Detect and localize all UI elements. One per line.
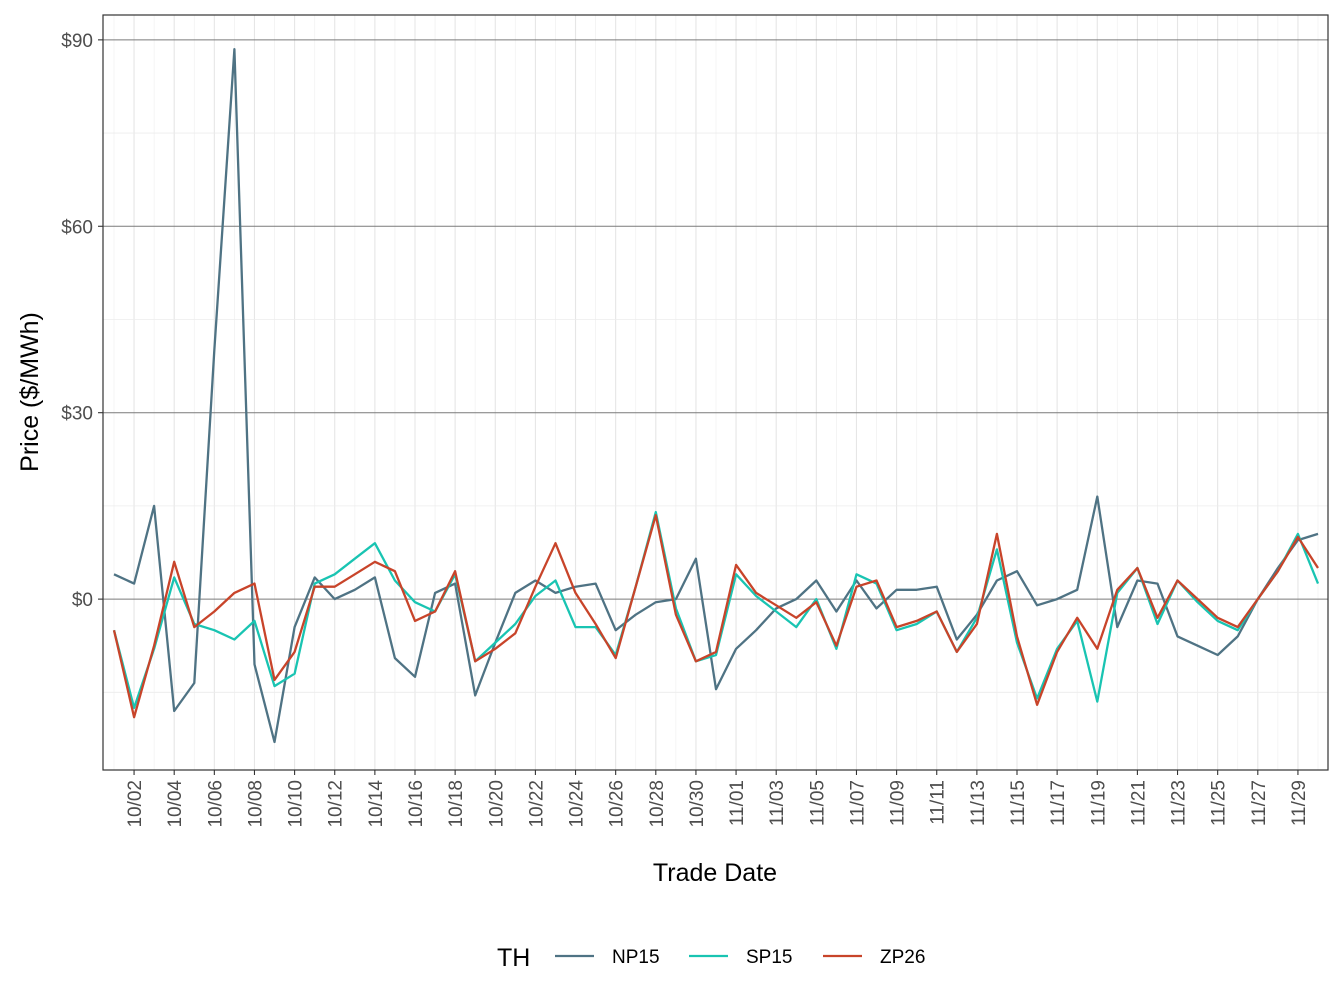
series-lines bbox=[112, 48, 1320, 744]
y-tick-label: $30 bbox=[61, 404, 93, 425]
x-tick-label: 10/26 bbox=[607, 780, 628, 828]
x-tick-label: 10/04 bbox=[165, 780, 186, 828]
x-tick-label: 11/07 bbox=[847, 780, 868, 826]
major-gridlines bbox=[103, 39, 1328, 600]
x-tick-label: 11/05 bbox=[807, 780, 828, 826]
series-line-np15 bbox=[113, 48, 1319, 744]
x-tick-label: 11/09 bbox=[888, 780, 909, 826]
y-tick-label: $90 bbox=[61, 31, 93, 52]
x-tick-label: 10/02 bbox=[125, 780, 146, 828]
legend-label-zp26: ZP26 bbox=[880, 947, 925, 968]
minor-gridlines bbox=[103, 15, 1328, 770]
x-tick-label: 11/17 bbox=[1048, 780, 1069, 826]
x-tick-label: 11/03 bbox=[767, 780, 788, 826]
y-axis-title: Price ($/MWh) bbox=[16, 312, 44, 472]
y-tick-label: $60 bbox=[61, 217, 93, 238]
x-tick-label: 11/19 bbox=[1088, 780, 1109, 826]
x-tick-label: 11/23 bbox=[1169, 780, 1190, 826]
x-tick-label: 10/18 bbox=[446, 780, 467, 828]
x-tick-label: 10/24 bbox=[567, 780, 588, 828]
x-tick-label: 11/27 bbox=[1249, 780, 1270, 826]
x-tick-label: 10/10 bbox=[286, 780, 307, 828]
plot-border bbox=[102, 14, 1329, 771]
y-tick-label: $0 bbox=[72, 590, 93, 611]
legend-label-np15: NP15 bbox=[612, 947, 660, 968]
x-tick-label: 10/12 bbox=[326, 780, 347, 828]
x-tick-label: 10/14 bbox=[366, 780, 387, 828]
x-tick-label: 11/25 bbox=[1209, 780, 1230, 826]
plot-background bbox=[103, 15, 1328, 770]
x-tick-label: 11/15 bbox=[1008, 780, 1029, 826]
legend-title: TH bbox=[497, 944, 530, 972]
x-tick-label: 10/30 bbox=[687, 780, 708, 828]
x-tick-label: 11/11 bbox=[928, 780, 949, 825]
x-tick-label: 10/20 bbox=[486, 780, 507, 828]
x-tick-label: 10/16 bbox=[406, 780, 427, 828]
x-tick-label: 10/28 bbox=[647, 780, 668, 828]
legend: TH NP15 SP15 ZP26 bbox=[497, 944, 925, 972]
x-tick-label: 11/01 bbox=[727, 780, 748, 826]
series-line-zp26 bbox=[112, 514, 1319, 719]
x-tick-label: 11/21 bbox=[1128, 780, 1149, 826]
y-axis: $0 $30 $60 $90 bbox=[61, 31, 103, 611]
x-tick-label: 11/29 bbox=[1289, 780, 1310, 826]
x-axis-title: Trade Date bbox=[653, 859, 777, 887]
x-tick-label: 10/22 bbox=[526, 780, 547, 828]
x-tick-label: 11/13 bbox=[968, 780, 989, 826]
x-axis: 10/02 10/04 10/06 10/08 10/10 10/12 10/14 10/16… bbox=[125, 770, 1310, 828]
x-tick-label: 10/06 bbox=[205, 780, 226, 828]
legend-label-sp15: SP15 bbox=[746, 947, 792, 968]
x-tick-label: 10/08 bbox=[245, 780, 266, 828]
